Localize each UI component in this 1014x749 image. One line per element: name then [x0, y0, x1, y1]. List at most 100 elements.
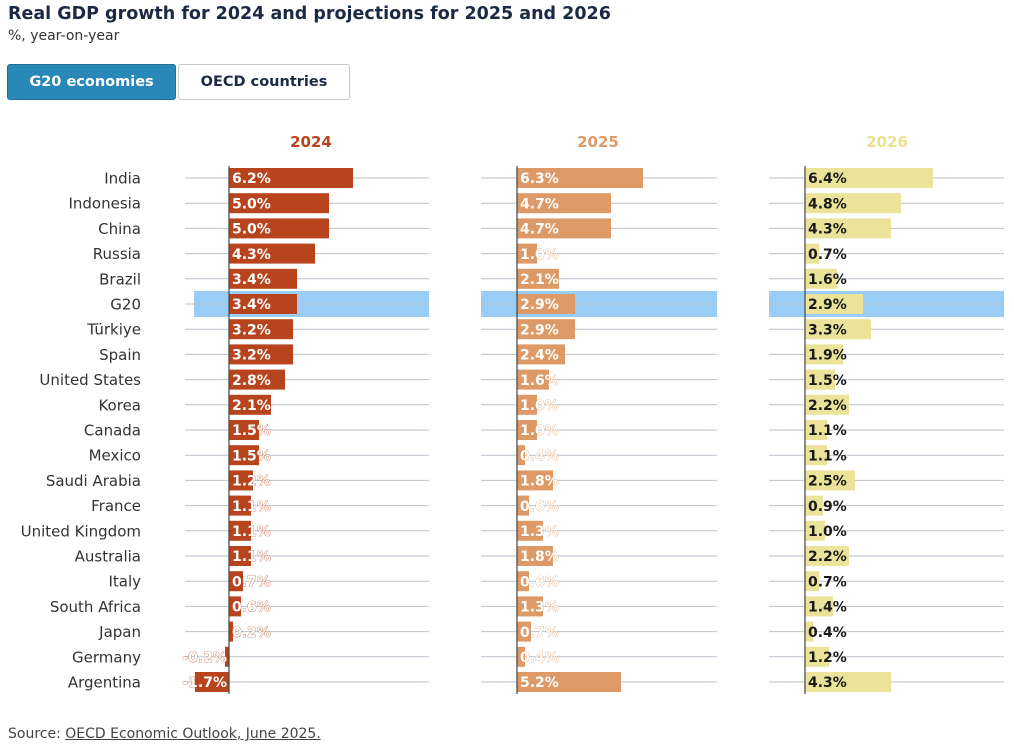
data-label-2025-argentina: 5.2%: [520, 675, 559, 691]
bar-2026-spain: [805, 344, 843, 365]
data-label-2026-india: 6.4%: [808, 171, 847, 187]
bar-2025-united-kingdom: [517, 520, 543, 541]
data-label-2024-germany: -0.2%: [182, 650, 227, 666]
category-label-united-states: United States: [39, 371, 141, 389]
bar-2024-t-rkiye: [229, 319, 293, 340]
bar-2025-brazil: [517, 268, 559, 289]
category-label-russia: Russia: [93, 245, 141, 263]
data-label-2026-france: 0.9%: [808, 499, 847, 515]
bar-2024-japan: [229, 621, 233, 642]
bar-2026-china: [805, 218, 891, 239]
category-label-spain: Spain: [99, 346, 141, 364]
data-label-2026-australia: 2.2%: [808, 549, 847, 565]
bar-2026-germany: [805, 646, 829, 667]
category-label-germany: Germany: [72, 648, 141, 666]
data-label-2024-korea: 2.1%: [232, 398, 271, 414]
data-label-2025-t-rkiye: 2.9%: [520, 322, 559, 338]
source-note: Source: OECD Economic Outlook, June 2025…: [8, 726, 321, 742]
category-label-argentina: Argentina: [68, 674, 141, 692]
category-label-saudi-arabia: Saudi Arabia: [46, 472, 141, 490]
bar-2026-argentina: [805, 672, 891, 692]
bar-2024-g20: [229, 294, 297, 314]
bar-2024-united-states: [229, 369, 285, 390]
category-label-france: France: [91, 497, 141, 515]
tab-oecd-countries[interactable]: OECD countries: [178, 64, 350, 100]
data-label-2025-russia: 1.0%: [520, 247, 559, 263]
bar-2026-brazil: [805, 268, 837, 289]
tab-g20-economies[interactable]: G20 economies: [7, 64, 176, 100]
data-label-2026-spain: 1.9%: [808, 348, 847, 364]
data-label-2026-korea: 2.2%: [808, 398, 847, 414]
data-label-2024-india: 6.2%: [232, 171, 271, 187]
data-label-2026-china: 4.3%: [808, 222, 847, 238]
bar-2024-spain: [229, 344, 293, 365]
category-label-canada: Canada: [84, 422, 141, 440]
category-label-south-africa: South Africa: [50, 598, 141, 616]
bar-2025-china: [517, 218, 611, 239]
bar-2024-france: [229, 495, 251, 516]
bar-2024-south-africa: [229, 596, 241, 617]
data-label-2025-saudi-arabia: 1.8%: [520, 474, 559, 490]
category-label-china: China: [98, 220, 141, 238]
bar-2025-russia: [517, 243, 537, 264]
category-label-korea: Korea: [98, 396, 141, 414]
data-label-2026-saudi-arabia: 2.5%: [808, 474, 847, 490]
series-header-2025: 2025: [577, 133, 619, 151]
bar-2026-india: [805, 168, 933, 188]
bar-2026-united-states: [805, 369, 835, 390]
bar-2025-south-africa: [517, 596, 543, 617]
data-label-2026-united-states: 1.5%: [808, 373, 847, 389]
bar-2026-mexico: [805, 445, 827, 466]
data-label-2026-russia: 0.7%: [808, 247, 847, 263]
category-label-italy: Italy: [108, 573, 141, 591]
data-label-2024-indonesia: 5.0%: [232, 196, 271, 212]
data-label-2025-united-kingdom: 1.3%: [520, 524, 559, 540]
series-header-2024: 2024: [290, 133, 332, 151]
bar-2024-argentina: [195, 672, 229, 692]
data-label-2025-india: 6.3%: [520, 171, 559, 187]
bar-2024-china: [229, 218, 329, 239]
category-label-g20: G20: [110, 296, 141, 314]
bar-2025-italy: [517, 571, 529, 592]
bar-2024-indonesia: [229, 193, 329, 214]
bar-2025-united-states: [517, 369, 549, 390]
data-label-2025-mexico: 0.4%: [520, 448, 559, 464]
bar-2025-g20: [517, 294, 575, 314]
data-label-2024-united-kingdom: 1.1%: [232, 524, 271, 540]
data-label-2024-italy: 0.7%: [232, 574, 271, 590]
data-label-2024-t-rkiye: 3.2%: [232, 322, 271, 338]
bar-2025-saudi-arabia: [517, 470, 553, 491]
data-label-2025-south-africa: 1.3%: [520, 600, 559, 616]
data-label-2026-south-africa: 1.4%: [808, 600, 847, 616]
bar-2024-australia: [229, 546, 251, 566]
bar-2025-mexico: [517, 445, 525, 466]
bar-2026-korea: [805, 394, 849, 415]
bar-2025-germany: [517, 646, 525, 667]
data-label-2025-korea: 1.0%: [520, 398, 559, 414]
source-link[interactable]: OECD Economic Outlook, June 2025.: [65, 726, 321, 742]
bar-2025-france: [517, 495, 529, 516]
bar-2026-italy: [805, 571, 819, 592]
bar-2025-australia: [517, 546, 553, 566]
bar-2025-japan: [517, 621, 531, 642]
data-label-2025-united-states: 1.6%: [520, 373, 559, 389]
series-header-2026: 2026: [866, 133, 908, 151]
data-label-2025-italy: 0.6%: [520, 574, 559, 590]
data-label-2024-argentina: -1.7%: [182, 675, 227, 691]
data-label-2025-brazil: 2.1%: [520, 272, 559, 288]
data-label-2026-united-kingdom: 1.0%: [808, 524, 847, 540]
bar-2024-korea: [229, 394, 271, 415]
chart-title: Real GDP growth for 2024 and projections…: [8, 4, 611, 24]
bar-2026-france: [805, 495, 823, 516]
data-label-2024-g20: 3.4%: [232, 297, 271, 313]
data-label-2025-france: 0.6%: [520, 499, 559, 515]
bar-2025-india: [517, 168, 643, 188]
bar-2026-g20: [805, 294, 863, 314]
data-label-2025-china: 4.7%: [520, 222, 559, 238]
bar-2026-indonesia: [805, 193, 901, 214]
data-label-2026-japan: 0.4%: [808, 625, 847, 641]
bar-2024-russia: [229, 243, 315, 264]
data-label-2024-china: 5.0%: [232, 222, 271, 238]
data-label-2026-argentina: 4.3%: [808, 675, 847, 691]
bar-2024-mexico: [229, 445, 259, 466]
